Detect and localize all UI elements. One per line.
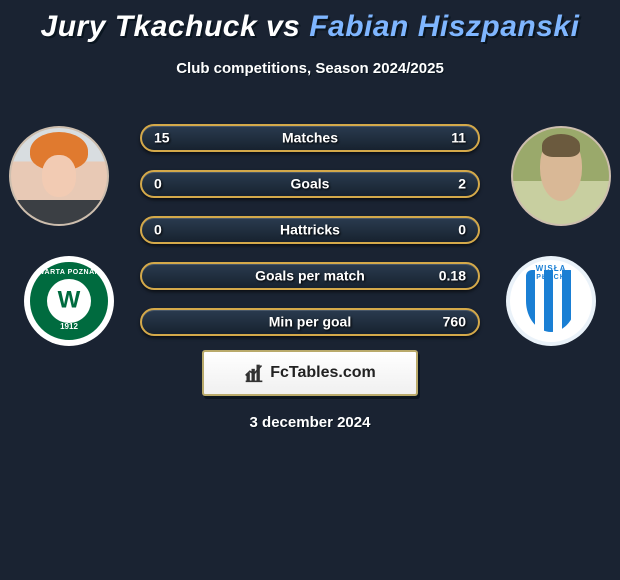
warta-year: 1912 (34, 322, 104, 331)
stat-right-value: 0.18 (439, 268, 466, 284)
club-badge-left: WARTA POZNAŃ W 1912 (24, 256, 114, 346)
avatar (513, 128, 609, 224)
date: 3 december 2024 (0, 414, 620, 431)
title-vs: vs (266, 10, 309, 43)
fctables-watermark: FcTables.com (202, 350, 418, 396)
player-photo-left (9, 126, 109, 226)
stat-right-value: 760 (443, 314, 466, 330)
stat-label: Hattricks (280, 222, 340, 238)
stat-label: Goals (291, 176, 330, 192)
stat-bars: 15 Matches 11 0 Goals 2 0 Hattricks 0 Goals per m… (140, 124, 480, 354)
comparison-card: Jury Tkachuck vs Fabian Hiszpanski Club … (0, 0, 620, 580)
player-photo-right (511, 126, 611, 226)
page-title: Jury Tkachuck vs Fabian Hiszpanski (0, 0, 620, 44)
wisla-text-mid: PŁOCK (510, 274, 592, 281)
stat-left-value: 15 (154, 130, 170, 146)
subtitle: Club competitions, Season 2024/2025 (0, 60, 620, 77)
stat-right-value: 11 (451, 130, 466, 146)
title-left: Jury Tkachuck (41, 10, 258, 43)
stat-right-value: 0 (458, 222, 466, 238)
wisla-text-top: WISŁA (510, 264, 592, 273)
title-right: Fabian Hiszpanski (309, 10, 579, 43)
bar-chart-icon (244, 363, 264, 383)
fctables-label: FcTables.com (270, 364, 376, 382)
warta-badge: WARTA POZNAŃ W 1912 (30, 262, 108, 340)
stat-bar: Goals per match 0.18 (140, 262, 480, 290)
wisla-badge: WISŁA PŁOCK (510, 260, 592, 342)
stat-label: Matches (282, 130, 338, 146)
stat-bar: Min per goal 760 (140, 308, 480, 336)
stat-bar: 0 Hattricks 0 (140, 216, 480, 244)
stat-label: Goals per match (255, 268, 365, 284)
stat-left-value: 0 (154, 176, 162, 192)
stat-label: Min per goal (269, 314, 351, 330)
stat-right-value: 2 (458, 176, 466, 192)
club-badge-right: WISŁA PŁOCK (506, 256, 596, 346)
stat-bar: 15 Matches 11 (140, 124, 480, 152)
warta-letter: W (58, 289, 81, 313)
avatar (11, 128, 107, 224)
stat-left-value: 0 (154, 222, 162, 238)
stat-bar: 0 Goals 2 (140, 170, 480, 198)
warta-text-top: WARTA POZNAŃ (34, 269, 104, 276)
